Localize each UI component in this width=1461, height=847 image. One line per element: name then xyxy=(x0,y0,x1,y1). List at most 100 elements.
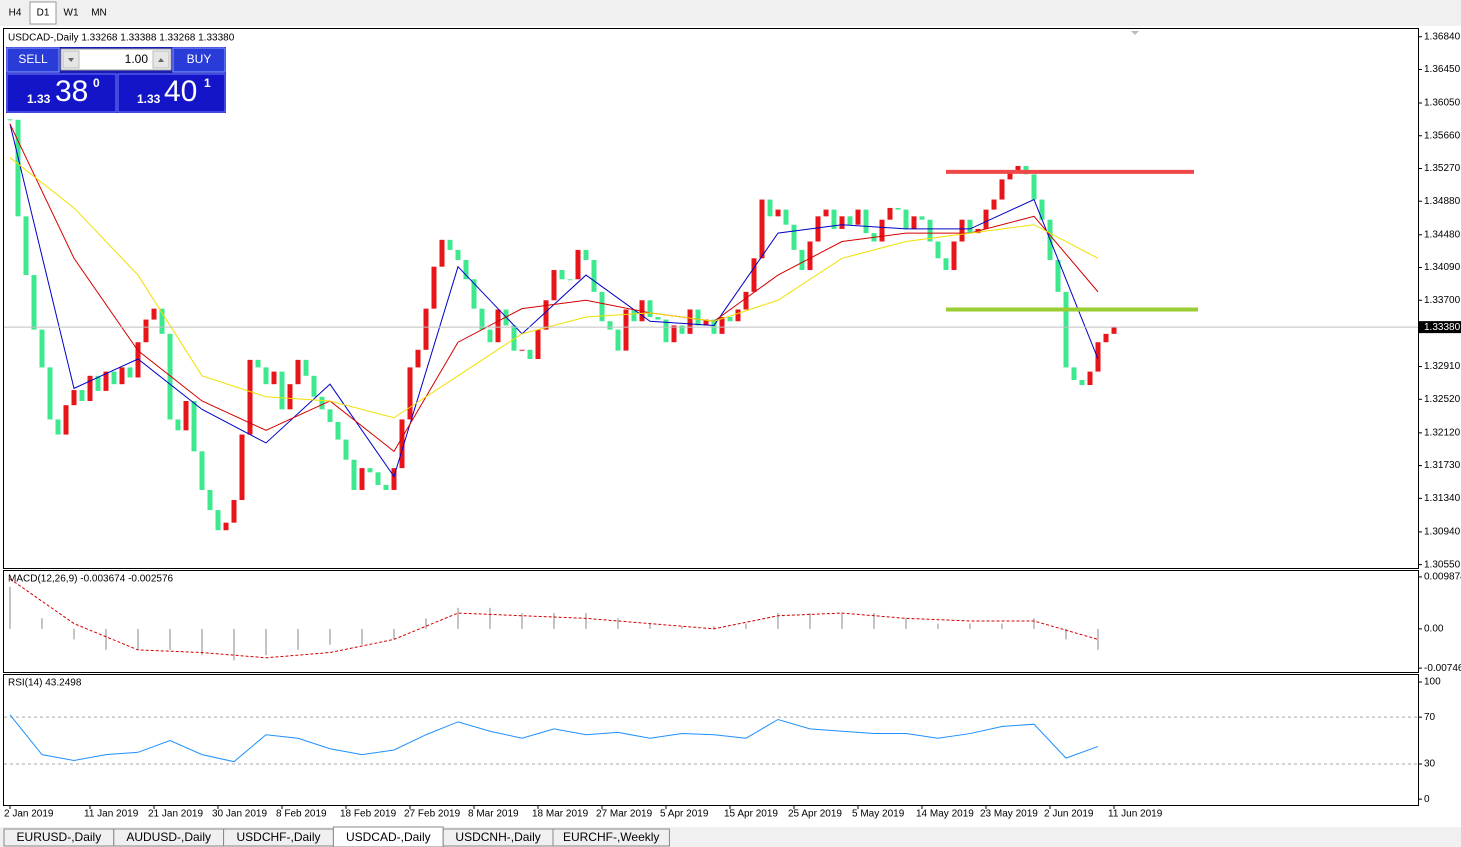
candle xyxy=(695,309,701,326)
x-tick-label: 30 Jan 2019 xyxy=(212,809,267,820)
ask-fraction: 1 xyxy=(204,76,211,90)
candle xyxy=(183,400,189,431)
y-tick-label: 1.31730 xyxy=(1424,460,1461,471)
x-tick-label: 18 Feb 2019 xyxy=(340,809,397,820)
candle xyxy=(671,325,677,343)
bid-pips: 38 xyxy=(55,75,88,108)
bid-fraction: 0 xyxy=(93,76,100,90)
candle xyxy=(551,270,557,301)
candle xyxy=(167,333,173,420)
ask-box[interactable] xyxy=(117,73,226,113)
bid-box[interactable] xyxy=(6,73,117,113)
candle xyxy=(631,309,637,322)
buy-button[interactable] xyxy=(172,47,226,73)
candle xyxy=(1063,291,1069,368)
y-tick-label: 1.34880 xyxy=(1424,196,1461,207)
candle xyxy=(263,367,269,385)
y-tick-label: 1.34090 xyxy=(1424,262,1461,273)
panel-title: USDCAD-,Daily 1.33268 1.33388 1.33268 1.… xyxy=(8,33,235,44)
candle xyxy=(159,308,165,334)
candle xyxy=(231,500,237,523)
candle xyxy=(575,249,581,280)
rsi-panel xyxy=(3,674,1419,806)
timeframe-button[interactable] xyxy=(58,2,84,24)
y-tick-label: 1.30550 xyxy=(1424,559,1461,570)
candle xyxy=(223,522,229,531)
candle xyxy=(351,459,357,490)
candle xyxy=(863,209,869,234)
bid-big: 1.33 xyxy=(27,92,51,106)
y-tick-label: 1.36050 xyxy=(1424,98,1461,109)
candle xyxy=(679,325,685,334)
candle xyxy=(1079,379,1085,386)
ask-pips: 40 xyxy=(164,75,197,108)
lot-input[interactable] xyxy=(60,48,172,71)
candle xyxy=(511,325,517,351)
price-label: 1.33380 xyxy=(1424,322,1461,333)
timeframe-label[interactable]: W1 xyxy=(64,8,79,19)
candle xyxy=(567,279,573,281)
candle xyxy=(519,349,525,351)
x-tick-label: 14 May 2019 xyxy=(916,809,974,820)
candle xyxy=(903,209,909,229)
candle xyxy=(247,359,253,435)
candle xyxy=(95,375,101,391)
candle xyxy=(823,209,829,217)
candle xyxy=(79,390,85,401)
candle xyxy=(327,409,333,422)
macd-signal xyxy=(9,578,1099,659)
candle xyxy=(1007,170,1013,180)
candle xyxy=(71,390,77,406)
lot-value[interactable]: 1.00 xyxy=(125,52,149,66)
candle xyxy=(583,249,589,260)
candle xyxy=(487,329,493,343)
timeframe-label[interactable]: MN xyxy=(91,8,107,19)
x-tick-label: 23 May 2019 xyxy=(980,809,1038,820)
buy-label[interactable]: BUY xyxy=(187,52,212,66)
candle xyxy=(39,329,45,368)
moving-average xyxy=(9,157,1099,419)
candle xyxy=(935,241,941,259)
candle xyxy=(391,468,397,490)
candle xyxy=(191,400,197,452)
candle xyxy=(463,259,469,280)
x-tick-label: 2 Jun 2019 xyxy=(1044,809,1094,820)
timeframe-button[interactable] xyxy=(29,1,57,25)
candle xyxy=(87,375,93,401)
macd-panel xyxy=(3,570,1419,673)
timeframe-label[interactable]: D1 xyxy=(37,8,50,19)
candle xyxy=(311,375,317,397)
candle xyxy=(439,239,445,267)
candle xyxy=(687,309,693,334)
candle xyxy=(359,468,365,490)
timeframe-label[interactable]: H4 xyxy=(9,8,22,19)
symbol-tab-label[interactable]: USDCAD-,Daily xyxy=(346,830,431,844)
candle xyxy=(743,291,749,310)
symbol-tab[interactable] xyxy=(552,828,670,847)
candle xyxy=(591,259,597,292)
candle xyxy=(335,421,341,440)
symbol-tab-label[interactable]: EURCHF-,Weekly xyxy=(563,830,659,844)
candle xyxy=(407,367,413,420)
y-tick-label: 1.31340 xyxy=(1424,493,1461,504)
y-tick-label: 1.34480 xyxy=(1424,229,1461,240)
candle xyxy=(847,216,853,225)
candle xyxy=(639,300,645,322)
symbol-tab-label[interactable]: USDCHF-,Daily xyxy=(237,830,321,844)
symbol-tab-label[interactable]: AUDUSD-,Daily xyxy=(126,830,211,844)
timeframe-button[interactable] xyxy=(2,2,28,24)
symbol-tab-label[interactable]: USDCNH-,Daily xyxy=(455,830,540,844)
sell-button[interactable] xyxy=(6,47,60,73)
candle xyxy=(951,241,957,271)
candle xyxy=(887,207,893,220)
candle xyxy=(15,119,21,217)
rsi-line xyxy=(9,714,1099,763)
symbol-tab-label[interactable]: EURUSD-,Daily xyxy=(17,830,102,844)
sell-label[interactable]: SELL xyxy=(18,52,48,66)
x-tick-label: 25 Apr 2019 xyxy=(788,809,842,820)
y-tick-label: 30 xyxy=(1424,759,1436,770)
y-tick-label: 1.32910 xyxy=(1424,361,1461,372)
timeframe-button[interactable] xyxy=(86,2,112,24)
candle xyxy=(727,317,733,322)
candle xyxy=(943,258,949,271)
